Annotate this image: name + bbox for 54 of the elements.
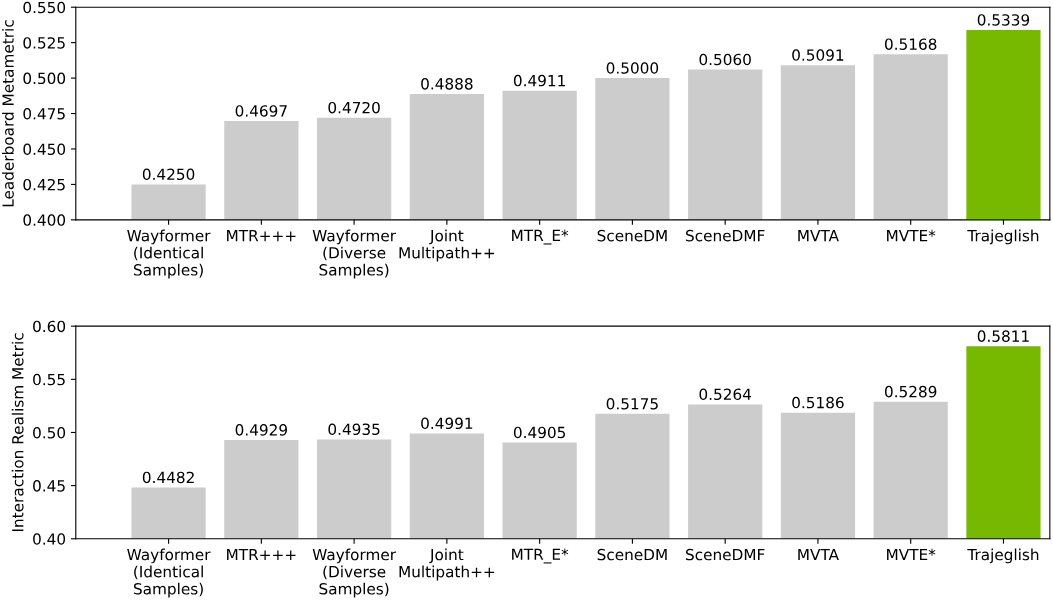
data-label: 0.5186 (792, 396, 844, 409)
x-tick-label: Trajeglish (967, 229, 1039, 245)
x-tick-label: MTR+++ (227, 548, 296, 561)
data-label: 0.4250 (142, 168, 195, 181)
x-tick-label: SceneDM (597, 548, 667, 561)
y-tick-label: 0.475 (23, 108, 65, 120)
x-tick-label: MVTA (798, 548, 839, 561)
data-label: 0.5811 (977, 330, 1029, 342)
data-label: 0.5168 (884, 38, 937, 50)
y-tick-label: 0.55 (33, 373, 65, 386)
x-tick-label: Wayformer (Diverse Samples) (312, 229, 397, 279)
data-label: 0.4697 (235, 105, 287, 117)
data-label: 0.4935 (328, 423, 380, 436)
data-label: 0.4482 (142, 471, 194, 484)
x-tick-label: Wayformer (Identical Samples) (127, 229, 211, 279)
data-label: 0.5175 (606, 397, 658, 410)
x-tick-label: SceneDMF (686, 548, 765, 561)
x-tick-label: Joint Multipath++ (399, 548, 495, 581)
y-tick-label: 0.60 (33, 320, 66, 333)
data-label: 0.4991 (421, 417, 473, 430)
y-tick-label: 0.45 (33, 480, 65, 492)
x-tick-label: Wayformer (Identical Samples) (127, 548, 211, 598)
y-tick-label: 0.450 (23, 143, 66, 155)
y-tick-label: 0.400 (23, 214, 66, 226)
x-tick-label: MTR+++ (227, 230, 296, 242)
x-tick-label: SceneDMF (686, 229, 765, 242)
data-label: 0.5289 (884, 385, 937, 398)
x-tick-label: MVTE* (887, 229, 936, 242)
data-label: 0.5000 (606, 62, 659, 74)
y-tick-label: 0.425 (23, 178, 65, 191)
data-label: 0.4905 (513, 426, 566, 439)
y-axis-title: Interaction Realism Metric (11, 333, 24, 532)
y-axis-title: Leaderboard Metametric (2, 20, 14, 207)
y-tick-label: 0.550 (23, 1, 66, 14)
data-label: 0.5264 (699, 388, 752, 401)
x-tick-label: MVTA (798, 230, 839, 242)
x-tick-label: Wayformer (Diverse Samples) (312, 548, 397, 598)
y-tick-label: 0.500 (23, 72, 66, 85)
data-label: 0.4911 (513, 74, 565, 87)
y-tick-label: 0.525 (23, 37, 65, 49)
x-tick-label: MTR_E* (512, 229, 569, 245)
x-tick-label: Joint Multipath++ (399, 229, 495, 262)
data-label: 0.4720 (328, 101, 380, 114)
x-tick-label: SceneDM (597, 229, 667, 242)
data-label: 0.5339 (977, 14, 1030, 26)
x-tick-label: Trajeglish (967, 548, 1039, 564)
data-label: 0.4929 (235, 424, 287, 436)
data-label: 0.4888 (421, 78, 473, 90)
x-tick-label: MVTE* (887, 548, 936, 561)
data-label: 0.5060 (699, 53, 751, 66)
data-label: 0.5091 (792, 49, 844, 61)
y-tick-label: 0.50 (33, 426, 66, 439)
x-tick-label: MTR_E* (512, 548, 569, 564)
y-tick-label: 0.40 (33, 533, 66, 545)
